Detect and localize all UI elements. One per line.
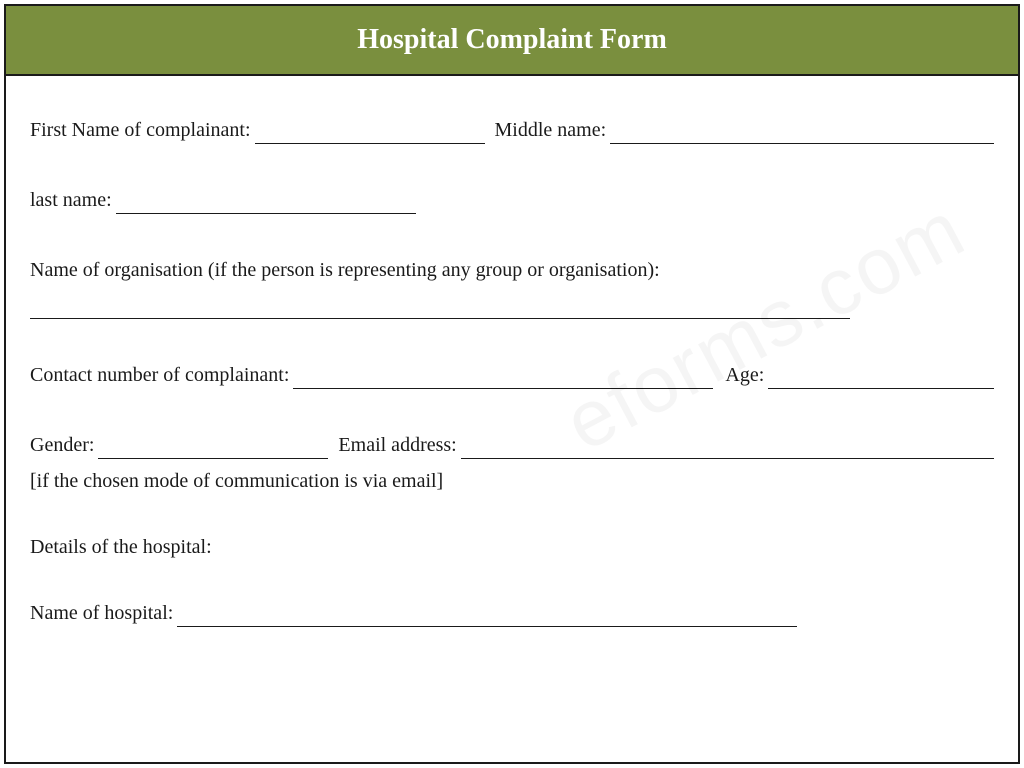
form-header: Hospital Complaint Form — [6, 6, 1018, 76]
email-input[interactable] — [461, 437, 994, 459]
organisation-label: Name of organisation (if the person is r… — [30, 256, 660, 284]
hospital-section-label: Details of the hospital: — [30, 533, 994, 561]
row-gender-email: Gender: Email address: — [30, 431, 994, 459]
row-hospital-name: Name of hospital: — [30, 599, 994, 627]
form-title: Hospital Complaint Form — [357, 24, 667, 55]
gender-input[interactable] — [98, 437, 328, 459]
row-organisation-label: Name of organisation (if the person is r… — [30, 256, 994, 284]
hospital-name-input[interactable] — [177, 605, 797, 627]
last-name-input[interactable] — [116, 192, 416, 214]
gender-label: Gender: — [30, 431, 94, 459]
middle-name-label: Middle name: — [495, 116, 607, 144]
email-label: Email address: — [338, 431, 456, 459]
first-name-label: First Name of complainant: — [30, 116, 251, 144]
last-name-label: last name: — [30, 186, 112, 214]
hospital-name-label: Name of hospital: — [30, 599, 173, 627]
email-note: [if the chosen mode of communication is … — [30, 467, 994, 495]
age-input[interactable] — [768, 367, 994, 389]
contact-label: Contact number of complainant: — [30, 361, 289, 389]
row-name: First Name of complainant: Middle name: — [30, 116, 994, 144]
form-container: Hospital Complaint Form First Name of co… — [4, 4, 1020, 764]
first-name-input[interactable] — [255, 122, 485, 144]
row-contact: Contact number of complainant: Age: — [30, 361, 994, 389]
form-body: First Name of complainant: Middle name: … — [6, 76, 1018, 627]
age-label: Age: — [725, 361, 764, 389]
row-lastname: last name: — [30, 186, 994, 214]
middle-name-input[interactable] — [610, 122, 994, 144]
organisation-input[interactable] — [30, 318, 994, 319]
contact-input[interactable] — [293, 367, 713, 389]
